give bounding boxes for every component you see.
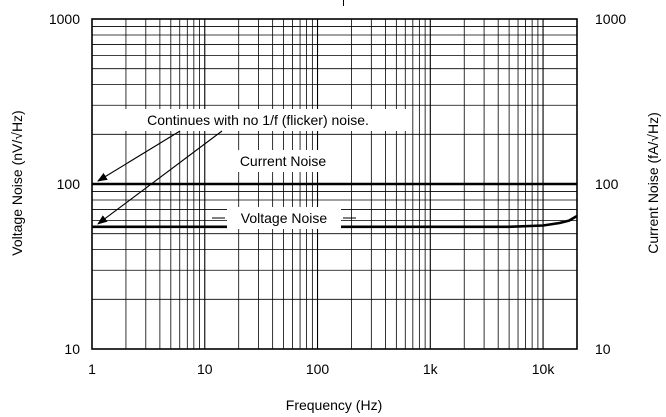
x-tick-label: 1k (423, 361, 439, 377)
y-axis-title-left: Voltage Noise (nV/√Hz) (9, 110, 25, 255)
x-tick-label: 10 (197, 361, 213, 377)
y-tick-label-left: 1000 (49, 11, 80, 27)
voltage-label-backing (227, 207, 341, 229)
x-tick-label: 100 (306, 361, 330, 377)
x-tick-label: 1 (88, 361, 96, 377)
x-axis-title: Frequency (Hz) (286, 397, 382, 413)
annotations: Continues with no 1/f (flicker) noise. Cu… (97, 109, 406, 229)
current-label-backing (222, 150, 344, 172)
current-noise-label: Current Noise (240, 153, 327, 169)
y-tick-label-right: 10 (595, 341, 611, 357)
y-tick-label-left: 100 (57, 176, 81, 192)
y-tick-label-left: 10 (64, 341, 80, 357)
x-tick-label: 10k (532, 361, 556, 377)
current-noise-arrow (97, 130, 181, 182)
voltage-noise-arrow (97, 130, 223, 225)
plot-frame (91, 18, 578, 350)
voltage-noise-label: Voltage Noise (241, 210, 328, 226)
y-tick-label-right: 100 (595, 176, 619, 192)
tick-labels: 1 10 100 1k 10k 10 100 1000 10 100 1000 (49, 11, 627, 377)
y-tick-label-right: 1000 (595, 11, 626, 27)
top-divider-left (343, 0, 344, 6)
y-axis-title-right: Current Noise (fA/√Hz) (645, 112, 661, 254)
note-backing (110, 109, 406, 131)
flicker-note-text: Continues with no 1/f (flicker) noise. (147, 112, 369, 128)
